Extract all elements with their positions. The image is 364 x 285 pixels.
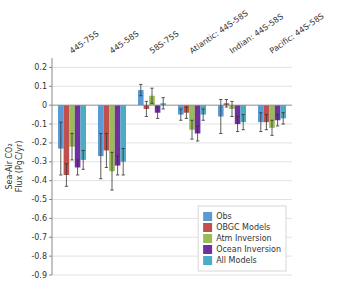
error-bar xyxy=(190,120,193,139)
grid-line xyxy=(52,86,292,87)
error-bar xyxy=(145,101,148,116)
y-tick-label: -0.3 xyxy=(31,157,47,166)
grid-line xyxy=(52,105,292,106)
y-tick-label: 0.2 xyxy=(34,63,47,72)
y-tick-label: 0 xyxy=(42,101,47,110)
error-bar xyxy=(185,107,188,118)
grid-line xyxy=(52,142,292,143)
error-bar xyxy=(265,115,268,130)
error-bar xyxy=(219,100,222,134)
x-tick-label: 445-75S xyxy=(68,29,101,56)
chart: 0.2 0.1 0 -0.1 -0.2 -0.3 -0.4 -0.5 -0.6 -0.7 -0.8 -… xyxy=(0,0,364,285)
y-axis-label-line: Flux (PgC/yr) xyxy=(15,141,24,193)
error-bar xyxy=(276,115,279,126)
legend: Obs OBGC Models Atm Inversion Ocean Inversi… xyxy=(198,206,286,271)
legend-swatch xyxy=(203,234,212,243)
legend-label: All Models xyxy=(216,256,257,265)
zero-line xyxy=(52,105,292,106)
bars xyxy=(52,84,292,190)
error-bar xyxy=(230,101,233,116)
legend-label: Obs xyxy=(216,212,232,221)
error-bar xyxy=(82,150,85,169)
error-bar xyxy=(110,152,113,190)
legend-swatch xyxy=(203,223,212,232)
error-bar xyxy=(65,164,68,187)
error-bar xyxy=(259,113,262,132)
error-bar xyxy=(59,122,62,175)
error-bar xyxy=(196,126,199,141)
bar xyxy=(75,105,81,167)
error-bar xyxy=(70,133,73,159)
y-tick-label: -0.7 xyxy=(31,233,47,242)
y-tick-label: -0.6 xyxy=(31,214,47,223)
legend-swatch xyxy=(203,212,212,221)
error-bar xyxy=(156,107,159,118)
error-bar xyxy=(76,160,79,175)
grid-line xyxy=(52,275,292,276)
y-tick-label: -0.8 xyxy=(31,252,47,261)
error-bar xyxy=(162,98,165,109)
y-tick-label: -0.2 xyxy=(31,138,47,147)
y-axis-label-line: Sea-Air CO₂ xyxy=(5,143,14,189)
legend-frame xyxy=(198,206,286,271)
grid-line xyxy=(52,67,292,68)
legend-label: OBGC Models xyxy=(216,223,270,232)
error-bar xyxy=(242,115,245,130)
legend-label: Ocean Inversion xyxy=(216,245,281,254)
grid-line xyxy=(52,180,292,181)
error-bar xyxy=(179,109,182,120)
error-bar xyxy=(202,109,205,120)
error-bar xyxy=(99,133,102,178)
grid-line xyxy=(52,199,292,200)
y-tick-label: -0.9 xyxy=(31,271,47,280)
grid xyxy=(52,67,292,275)
legend-swatch xyxy=(203,256,212,265)
error-bar xyxy=(116,156,119,175)
error-bar xyxy=(270,120,273,135)
grid-line xyxy=(52,124,292,125)
x-tick-label: 58S-75S xyxy=(148,29,181,56)
error-bar xyxy=(236,116,239,131)
y-axis-label: Sea-Air CO₂Flux (PgC/yr) xyxy=(5,141,24,193)
y-axis-line xyxy=(52,58,53,275)
grid-line xyxy=(52,161,292,162)
error-bar xyxy=(105,133,108,167)
legend-swatch xyxy=(203,245,212,254)
error-bar xyxy=(150,88,153,103)
y-tick-label: -0.1 xyxy=(31,120,47,129)
error-bar xyxy=(122,149,125,175)
error-bar xyxy=(139,84,142,95)
y-tick-label: -0.4 xyxy=(31,176,47,185)
legend-label: Atm Inversion xyxy=(216,234,272,243)
x-tick-label: 445-58S xyxy=(108,29,141,56)
y-tick-label: -0.5 xyxy=(31,195,47,204)
error-bar xyxy=(282,113,285,124)
y-tick-label: 0.1 xyxy=(34,82,47,91)
error-bar xyxy=(225,100,228,108)
x-tick-label: Pacific: 44S-58S xyxy=(268,12,326,56)
